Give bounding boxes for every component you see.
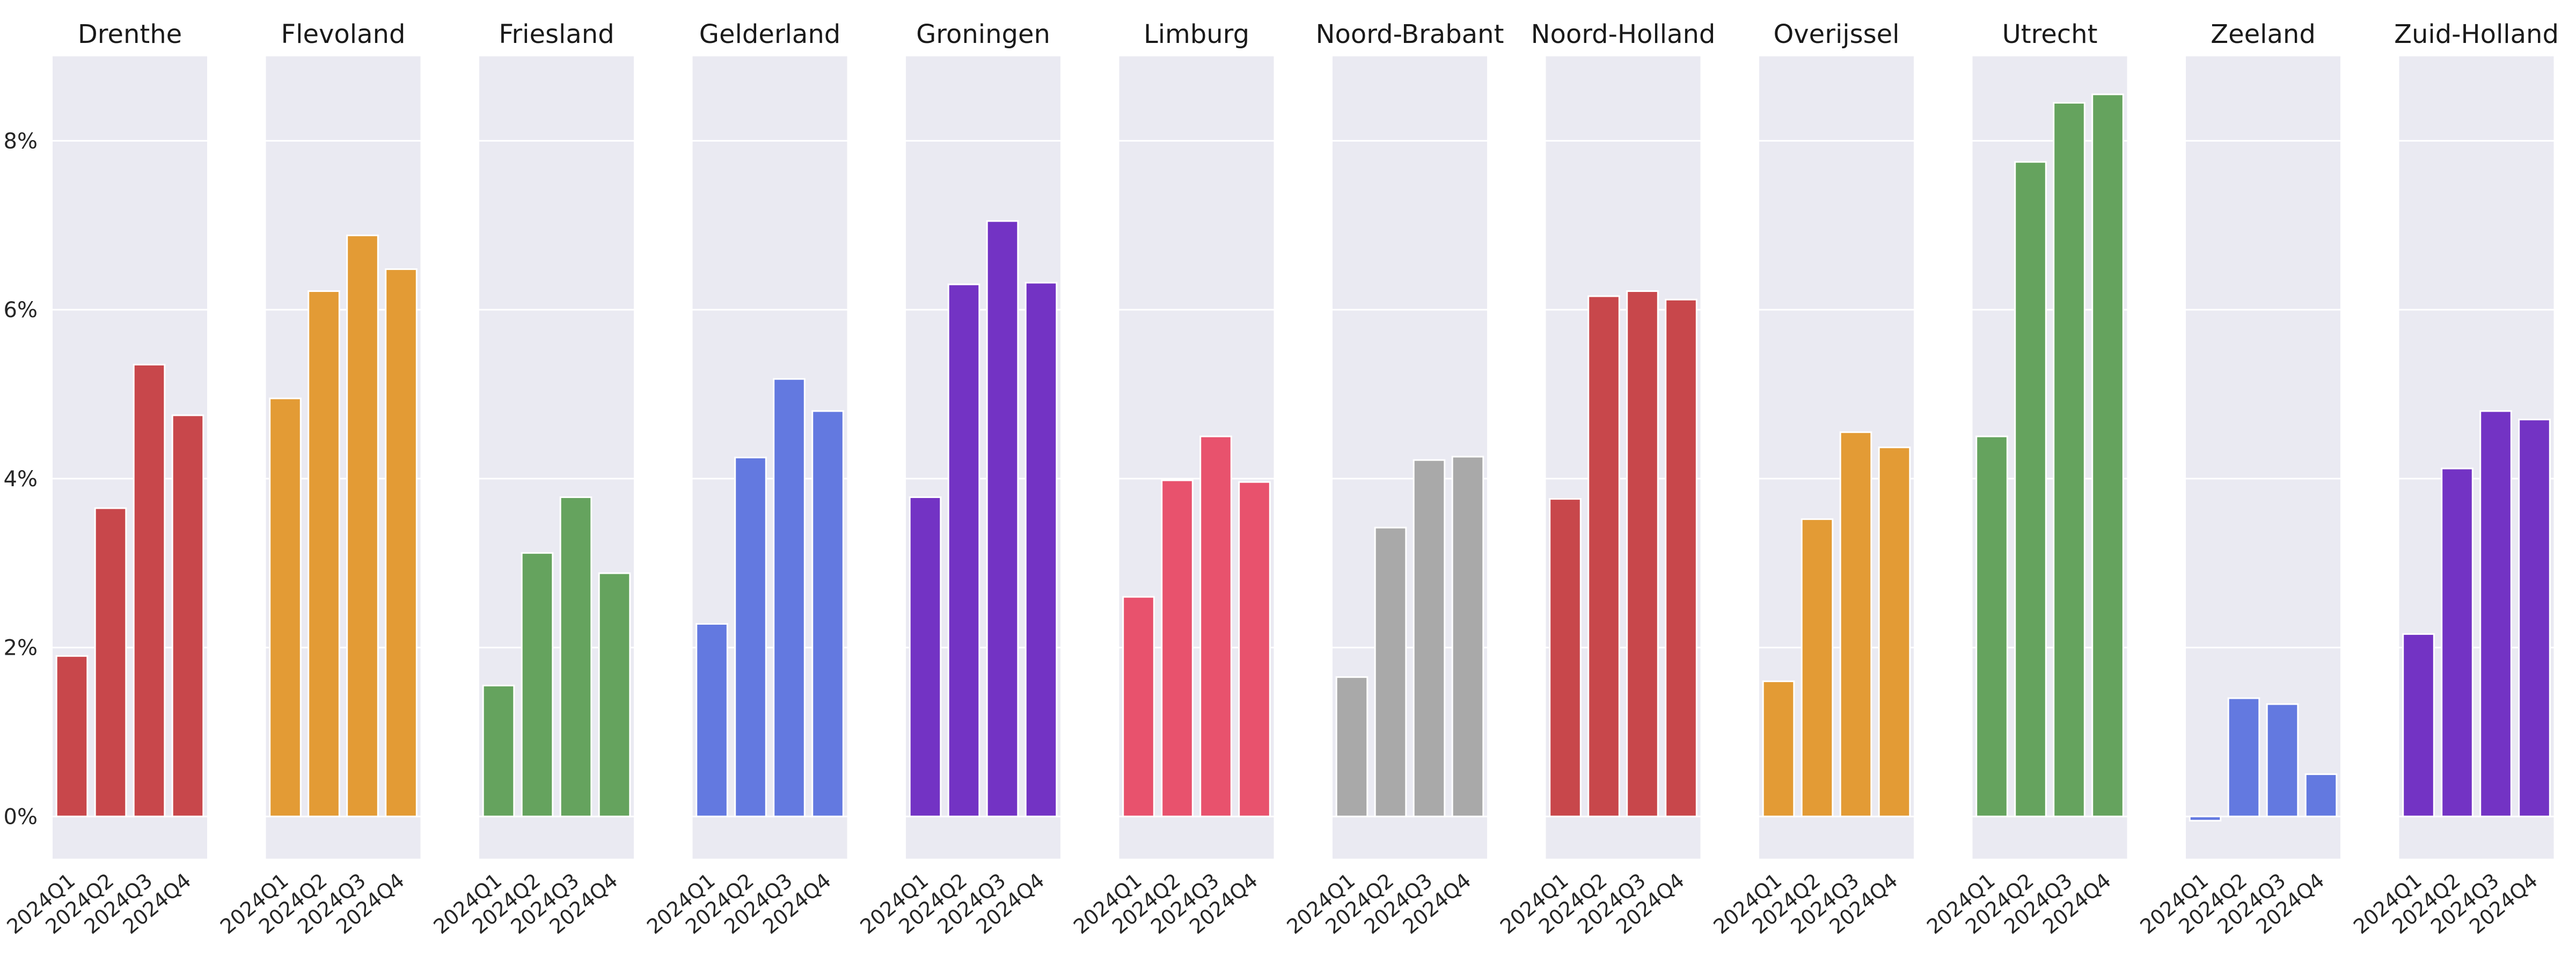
bar-gelderland-2024q4 bbox=[811, 410, 844, 817]
bar-drenthe-2024q3 bbox=[133, 363, 166, 817]
bar-noord-holland-2024q4 bbox=[1665, 298, 1697, 817]
bar-overijssel-2024q4 bbox=[1878, 447, 1911, 817]
bar-noord-brabant-2024q4 bbox=[1451, 456, 1484, 817]
bar-gelderland-2024q3 bbox=[773, 378, 806, 817]
bar-overijssel-2024q3 bbox=[1839, 431, 1872, 817]
bar-groningen-2024q4 bbox=[1024, 282, 1058, 817]
bar-utrecht-2024q1 bbox=[1975, 435, 2008, 817]
bar-zeeland-2024q4 bbox=[2304, 773, 2338, 817]
bar-noord-holland-2024q3 bbox=[1626, 290, 1659, 817]
bar-flevoland-2024q4 bbox=[385, 268, 418, 817]
bar-drenthe-2024q4 bbox=[171, 414, 204, 817]
bar-zeeland-2024q3 bbox=[2266, 703, 2299, 817]
bar-drenthe-2024q2 bbox=[94, 507, 127, 817]
bar-friesland-2024q4 bbox=[598, 572, 631, 817]
bar-limburg-2024q4 bbox=[1238, 481, 1271, 817]
ytick-label: 6% bbox=[4, 298, 38, 323]
bar-groningen-2024q1 bbox=[909, 496, 942, 817]
bar-gelderland-2024q2 bbox=[734, 457, 767, 817]
bar-noord-brabant-2024q2 bbox=[1374, 526, 1407, 817]
bar-noord-holland-2024q2 bbox=[1587, 295, 1620, 817]
panel-title: Drenthe bbox=[78, 19, 182, 49]
bar-flevoland-2024q2 bbox=[308, 290, 340, 817]
bar-friesland-2024q3 bbox=[559, 496, 592, 817]
ytick-label: 4% bbox=[4, 467, 38, 492]
panel-title: Friesland bbox=[499, 19, 614, 49]
bar-drenthe-2024q1 bbox=[55, 655, 89, 817]
bar-zuid-holland-2024q2 bbox=[2441, 467, 2473, 817]
ytick-label: 2% bbox=[4, 636, 38, 661]
bar-flevoland-2024q3 bbox=[346, 235, 379, 817]
bar-groningen-2024q2 bbox=[947, 283, 980, 817]
panel-title: Flevoland bbox=[281, 19, 406, 49]
bar-friesland-2024q1 bbox=[482, 684, 515, 817]
ytick-label: 0% bbox=[4, 804, 38, 829]
bar-noord-brabant-2024q1 bbox=[1335, 676, 1368, 817]
bar-noord-brabant-2024q3 bbox=[1413, 459, 1446, 817]
bar-zeeland-2024q2 bbox=[2227, 697, 2260, 817]
bar-utrecht-2024q3 bbox=[2053, 102, 2085, 817]
bar-utrecht-2024q4 bbox=[2091, 93, 2124, 817]
panel-title: Zeeland bbox=[2211, 19, 2316, 49]
bar-limburg-2024q3 bbox=[1199, 435, 1232, 817]
bar-overijssel-2024q1 bbox=[1762, 680, 1795, 817]
panel-background bbox=[2186, 56, 2340, 859]
bar-zuid-holland-2024q1 bbox=[2402, 633, 2435, 817]
panel-title: Limburg bbox=[1144, 19, 1249, 49]
bar-noord-holland-2024q1 bbox=[1549, 498, 1582, 817]
bar-overijssel-2024q2 bbox=[1801, 518, 1834, 817]
bar-zuid-holland-2024q3 bbox=[2479, 410, 2512, 817]
bar-zuid-holland-2024q4 bbox=[2518, 419, 2551, 817]
panel-title: Gelderland bbox=[699, 19, 840, 49]
panel-title: Zuid-Holland bbox=[2394, 19, 2559, 49]
bar-limburg-2024q1 bbox=[1122, 596, 1155, 817]
ytick-label: 8% bbox=[4, 129, 38, 153]
panel-title: Overijssel bbox=[1773, 19, 1899, 49]
bar-gelderland-2024q1 bbox=[696, 623, 728, 817]
bar-zeeland-2024q1 bbox=[2189, 815, 2222, 822]
bar-friesland-2024q2 bbox=[521, 552, 554, 817]
bar-limburg-2024q2 bbox=[1161, 479, 1194, 817]
panel-title: Groningen bbox=[916, 19, 1050, 49]
panel-title: Noord-Holland bbox=[1531, 19, 1716, 49]
bar-groningen-2024q3 bbox=[986, 220, 1019, 817]
bar-utrecht-2024q2 bbox=[2014, 161, 2047, 817]
panel-title: Noord-Brabant bbox=[1316, 19, 1504, 49]
panel-title: Utrecht bbox=[2002, 19, 2098, 49]
bar-flevoland-2024q1 bbox=[269, 397, 302, 817]
